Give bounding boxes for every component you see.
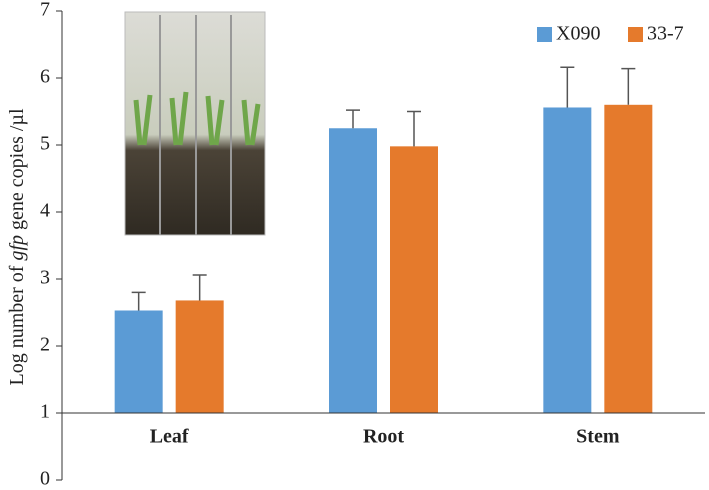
- y-tick-label: 2: [40, 334, 50, 356]
- legend-label: X090: [556, 23, 600, 45]
- y-tick-label: 4: [40, 200, 50, 222]
- bar: [390, 146, 438, 413]
- x-tick-label: Leaf: [150, 426, 189, 448]
- legend-label: 33-7: [647, 23, 684, 45]
- y-tick-label: 1: [40, 401, 50, 423]
- bar: [604, 104, 653, 414]
- error-bar: [621, 67, 636, 105]
- y-tick-label: 3: [40, 267, 50, 289]
- bar: [543, 107, 592, 413]
- y-tick-label: 0: [40, 468, 50, 490]
- bar: [329, 128, 377, 413]
- y-tick-label: 7: [40, 0, 50, 21]
- y-tick-label: 5: [40, 133, 50, 155]
- inset-photo: [124, 11, 266, 236]
- y-axis-label: Log number of gfp gene copies /µl: [6, 108, 28, 385]
- x-tick-label: Stem: [576, 426, 620, 448]
- error-bar: [346, 109, 360, 129]
- y-label-part: Log number of: [6, 261, 28, 386]
- error-bar: [192, 274, 207, 301]
- bar: [114, 310, 163, 413]
- legend-swatch: [628, 27, 643, 42]
- error-bar: [560, 66, 575, 108]
- legend-swatch: [537, 27, 552, 42]
- y-label-part: gfp: [6, 235, 28, 261]
- error-bar: [131, 291, 146, 311]
- y-tick-label: 6: [40, 66, 50, 88]
- y-label-part: gene copies /µl: [6, 108, 28, 235]
- error-bar: [407, 110, 421, 147]
- bar: [175, 300, 224, 413]
- x-tick-label: Root: [363, 426, 404, 448]
